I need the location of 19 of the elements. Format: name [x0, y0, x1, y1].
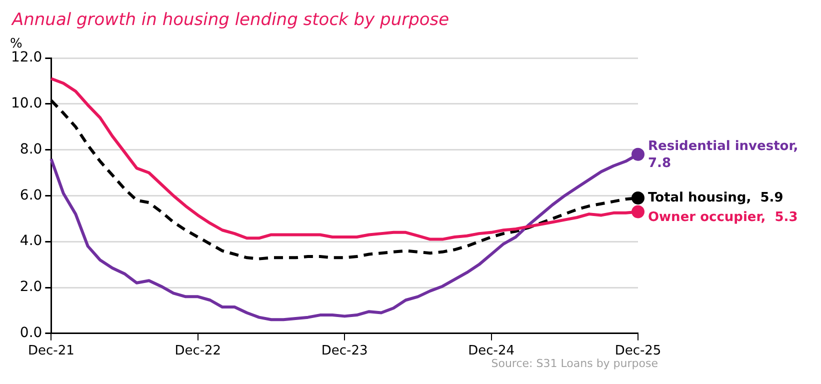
source-note: Source: S31 Loans by purpose: [491, 356, 658, 370]
y-tick-label: 12.0: [11, 50, 42, 66]
x-tick-label: Dec-21: [28, 344, 74, 359]
chart-title: Annual growth in housing lending stock by purpose: [10, 9, 450, 32]
text: Owner occupier, 5.3: [648, 210, 798, 226]
y-tick-label: 0.0: [20, 325, 42, 342]
y-tick-label: 10.0: [11, 96, 42, 112]
x-tick-label: Dec-25: [614, 344, 662, 359]
y-tick-label: 8.0: [20, 141, 42, 158]
x-tick-label: Dec-24: [468, 344, 514, 359]
y-axis-title: %: [10, 36, 22, 52]
y-tick-label: 4.0: [20, 233, 42, 250]
data-label: 7.8: [648, 156, 672, 171]
y-tick-label: 6.0: [20, 187, 42, 204]
x-tick-label: Dec-23: [321, 344, 368, 359]
y-tick-label: 2.0: [20, 279, 42, 296]
x-tick-label: Dec-22: [174, 344, 222, 359]
text: Total housing, 5.9: [648, 190, 784, 206]
series-label: Residential investor,: [648, 138, 798, 154]
